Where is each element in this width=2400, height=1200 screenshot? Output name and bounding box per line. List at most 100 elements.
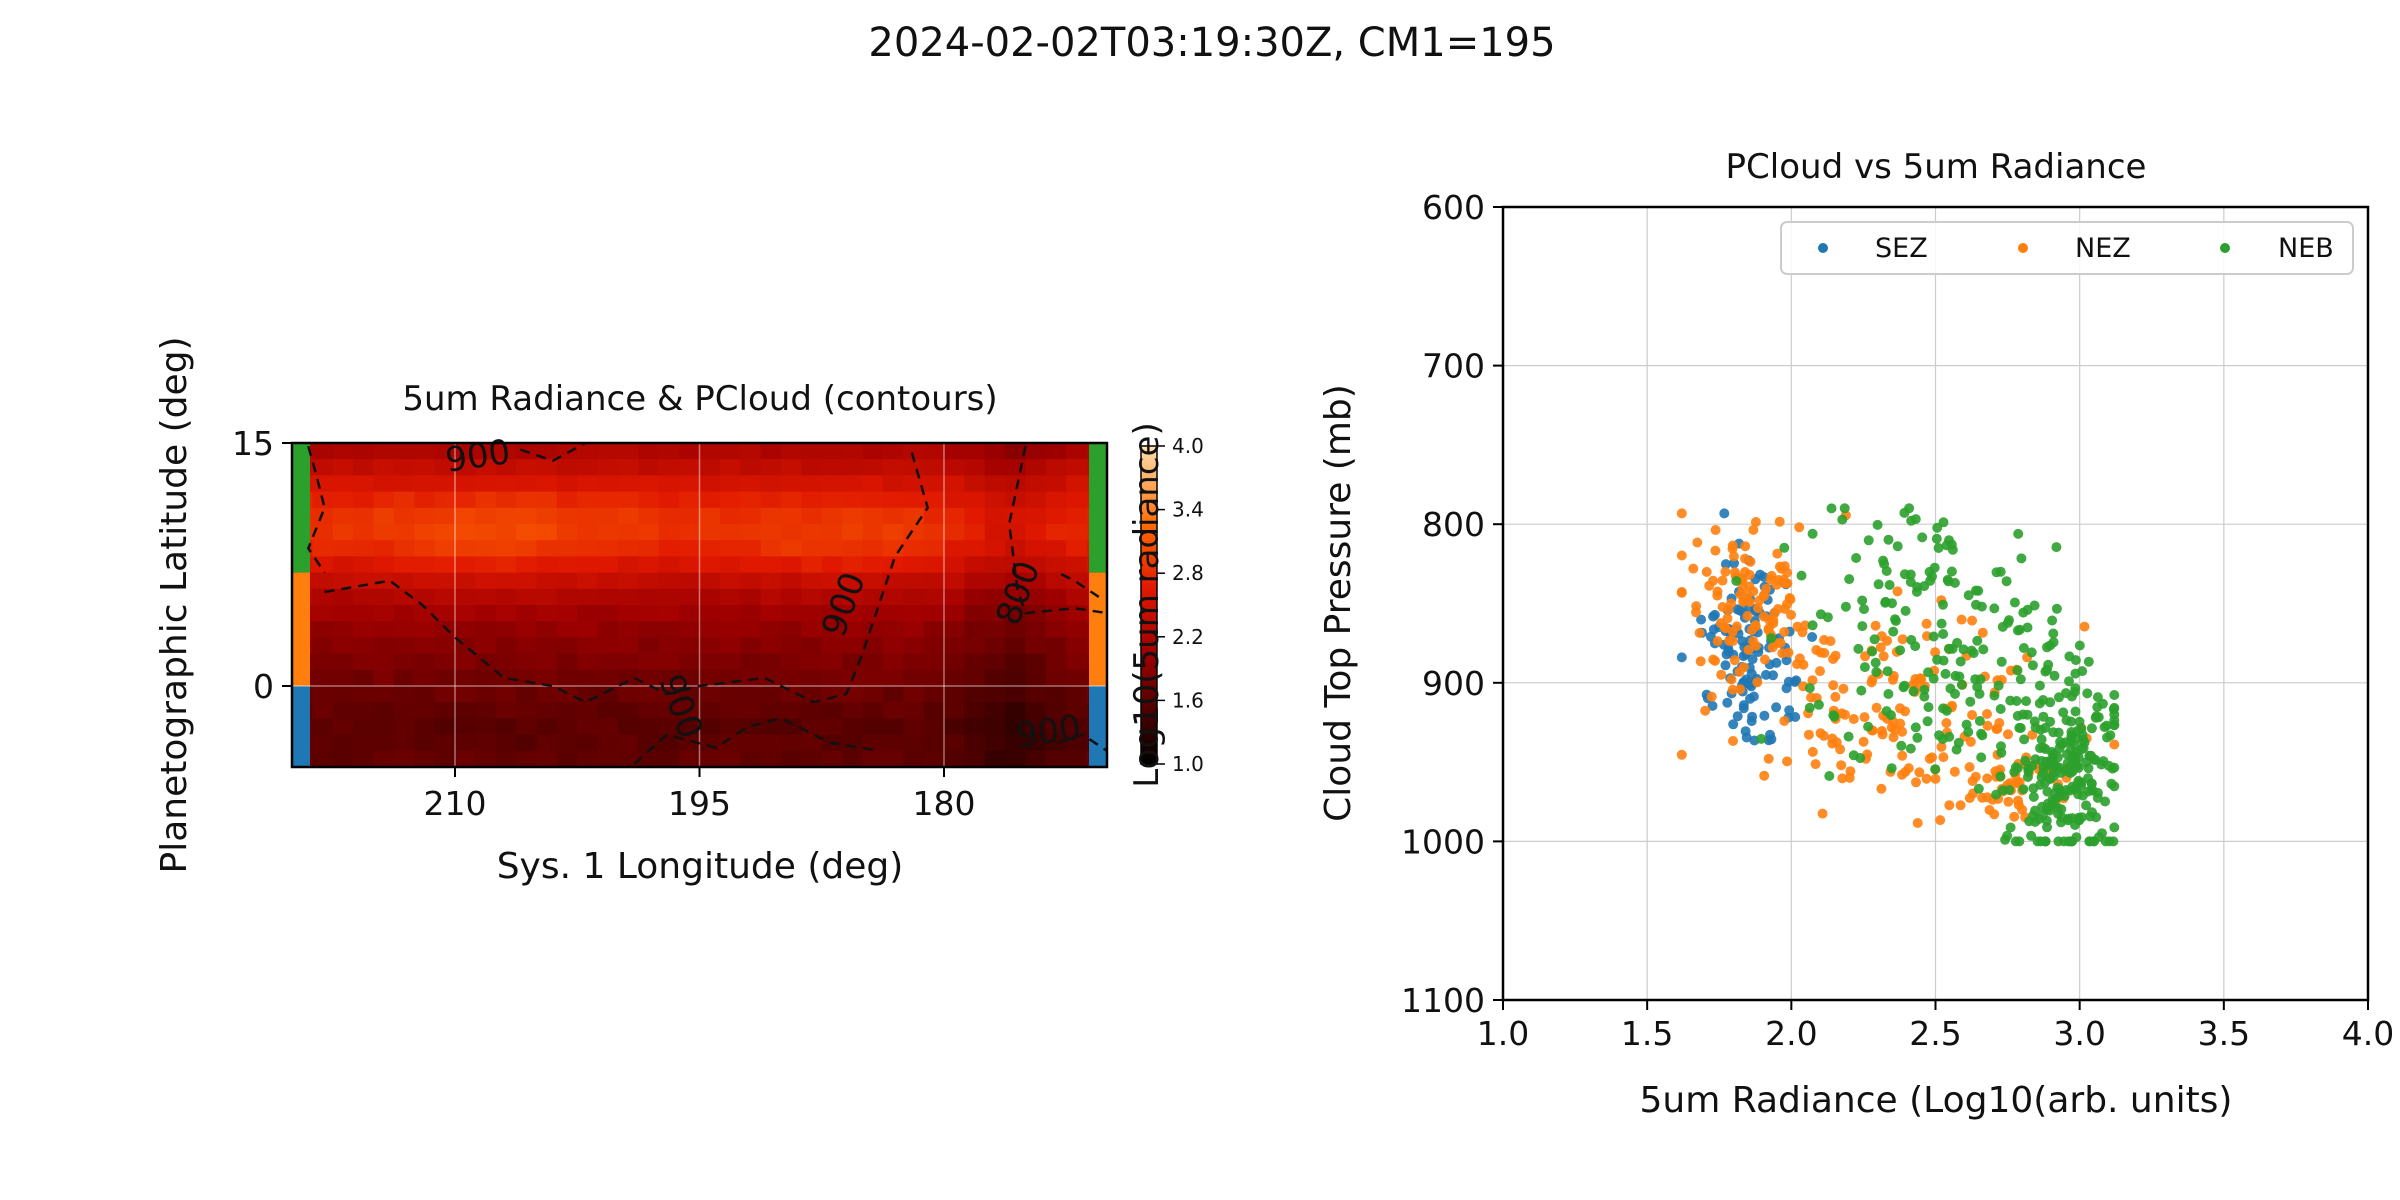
scatter-point-neb bbox=[1923, 702, 1934, 713]
heatmap-cell bbox=[1005, 637, 1027, 655]
scatter-point-neb bbox=[1910, 641, 1921, 652]
scatter-point-neb bbox=[1905, 577, 1916, 587]
heatmap-cell bbox=[719, 443, 741, 460]
heatmap-cell bbox=[1066, 491, 1088, 509]
heatmap-cell bbox=[597, 507, 619, 525]
scatter-point-neb bbox=[2092, 692, 2103, 703]
heatmap-cell bbox=[434, 475, 456, 493]
heatmap-cell bbox=[312, 443, 334, 460]
heatmap-cell bbox=[434, 621, 456, 638]
scatter-point-neb bbox=[2109, 690, 2120, 700]
heatmap-cell bbox=[1045, 459, 1067, 476]
scatter-point-nez bbox=[1921, 618, 1932, 629]
scatter-point-nez bbox=[1692, 537, 1703, 548]
scatter-point-nez bbox=[1838, 683, 1849, 694]
heatmap-cell bbox=[944, 653, 965, 671]
heatmap-cell bbox=[842, 572, 864, 590]
scatter-point-neb bbox=[1839, 503, 1850, 514]
heatmap-cell bbox=[699, 556, 721, 574]
heatmap-cell bbox=[312, 669, 334, 687]
scatter-point-nez bbox=[1717, 602, 1728, 612]
heatmap-cell bbox=[862, 702, 884, 719]
heatmap-cell bbox=[944, 459, 965, 476]
scatter-point-neb bbox=[1972, 635, 1983, 646]
heatmap-cell bbox=[964, 572, 986, 590]
heatmap-cell bbox=[618, 524, 639, 541]
heatmap-cell bbox=[1025, 443, 1047, 460]
heatmap-cell bbox=[923, 702, 945, 719]
scatter-point-neb bbox=[1796, 570, 1807, 581]
heatmap-cell bbox=[740, 637, 762, 655]
heatmap-cell bbox=[495, 621, 517, 638]
scatter-point-neb bbox=[2022, 772, 2033, 782]
heatmap-cell bbox=[1025, 702, 1047, 719]
heatmap-cell bbox=[740, 507, 762, 525]
heatmap-cell bbox=[842, 475, 864, 493]
scatter-point-nez bbox=[2003, 729, 2013, 740]
heatmap-cell bbox=[658, 443, 680, 460]
heatmap-cell bbox=[923, 637, 945, 655]
heatmap-cell bbox=[332, 637, 354, 655]
scatter-point-neb bbox=[2034, 680, 2045, 691]
heatmap-cell bbox=[699, 524, 721, 541]
heatmap-cell bbox=[618, 702, 639, 719]
heatmap-cell bbox=[1045, 669, 1067, 687]
heatmap-cell bbox=[1025, 588, 1047, 606]
scatter-y-tick-label: 1000 bbox=[1401, 822, 1485, 861]
scatter-point-nez bbox=[1956, 614, 1967, 625]
heatmap-cell bbox=[903, 686, 925, 703]
heatmap-cell bbox=[1025, 653, 1047, 671]
scatter-point-sez bbox=[1720, 559, 1731, 570]
heatmap-cell bbox=[984, 540, 1006, 557]
scatter-point-sez bbox=[1784, 705, 1795, 716]
heatmap-cell bbox=[679, 524, 701, 541]
scatter-point-neb bbox=[1863, 535, 1874, 546]
scatter-point-nez bbox=[1706, 691, 1717, 702]
heatmap-cell bbox=[1005, 475, 1027, 493]
scatter-point-nez bbox=[1750, 620, 1761, 631]
heatmap-cell bbox=[658, 669, 680, 687]
heatmap-cell bbox=[638, 524, 660, 541]
scatter-point-neb bbox=[2012, 763, 2023, 774]
scatter-point-neb bbox=[2026, 830, 2037, 841]
heatmap-cell bbox=[719, 475, 741, 493]
heatmap-cell bbox=[781, 702, 802, 719]
heatmap-cell bbox=[658, 702, 680, 719]
scatter-point-neb bbox=[1933, 543, 1944, 553]
heatmap-cell bbox=[679, 491, 701, 509]
heatmap-cell bbox=[393, 637, 415, 655]
scatter-point-nez bbox=[1967, 776, 1978, 786]
heatmap-cell bbox=[516, 702, 538, 719]
heatmap-cell bbox=[964, 686, 986, 703]
heatmap-cell bbox=[882, 750, 904, 768]
heatmap-cell bbox=[597, 572, 619, 590]
heatmap-cell bbox=[312, 621, 334, 638]
heatmap-cell bbox=[577, 443, 599, 460]
heatmap-cell bbox=[781, 621, 802, 638]
heatmap-cell bbox=[862, 524, 884, 541]
heatmap-cell bbox=[353, 507, 375, 525]
heatmap-cell bbox=[801, 459, 823, 476]
heatmap-cell bbox=[821, 718, 843, 736]
scatter-point-nez bbox=[1897, 750, 1908, 761]
heatmap-cell bbox=[862, 605, 884, 622]
heatmap-cell bbox=[984, 556, 1006, 574]
heatmap-cells bbox=[292, 443, 1108, 768]
scatter-point-neb bbox=[2048, 628, 2059, 639]
scatter-point-sez bbox=[1761, 669, 1771, 680]
heatmap-cell bbox=[964, 524, 986, 541]
heatmap-cell bbox=[577, 540, 599, 557]
heatmap-cell bbox=[719, 718, 741, 736]
heatmap-cell bbox=[353, 540, 375, 557]
heatmap-cell bbox=[679, 540, 701, 557]
heatmap-cell bbox=[393, 459, 415, 476]
zone-bar-left-sez bbox=[292, 686, 310, 767]
heatmap-cell bbox=[414, 556, 436, 574]
heatmap-cell bbox=[414, 524, 436, 541]
heatmap-cell bbox=[373, 734, 395, 752]
heatmap-cell bbox=[536, 572, 558, 590]
heatmap-cell bbox=[882, 669, 904, 687]
heatmap-cell bbox=[1025, 621, 1047, 638]
scatter-point-nez bbox=[1944, 800, 1955, 811]
heatmap-cell bbox=[1025, 686, 1047, 703]
